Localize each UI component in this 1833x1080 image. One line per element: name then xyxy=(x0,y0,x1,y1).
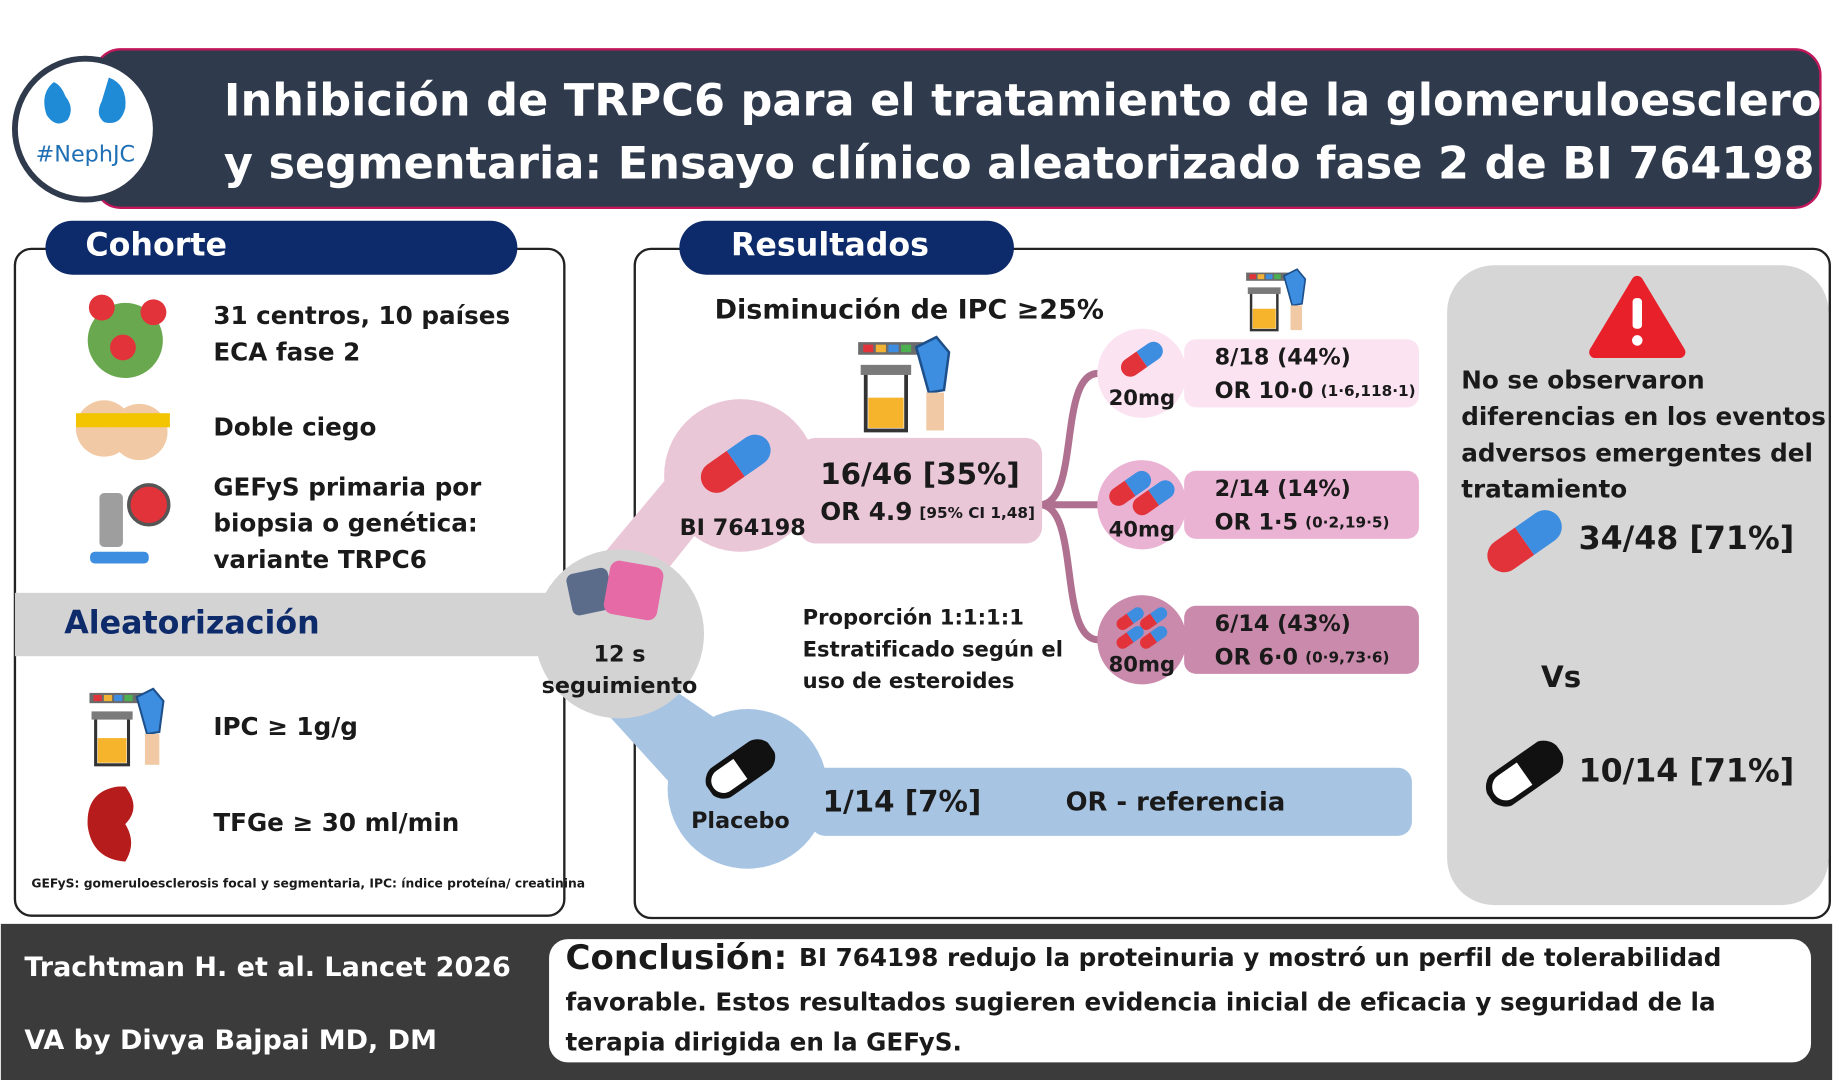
cohort-item: Doble ciego xyxy=(213,412,376,441)
safety-text: tratamiento xyxy=(1461,475,1627,504)
dice-icon xyxy=(603,560,664,621)
safety-text: adversos emergentes del xyxy=(1461,438,1813,467)
criteria: TFGe ≥ 30 ml/min xyxy=(213,808,459,837)
or: OR 1·5 xyxy=(1215,509,1298,535)
logo-text: #NephJC xyxy=(36,141,136,167)
conclusion-box xyxy=(549,939,1812,1063)
safety-drug: 34/48 [71%] xyxy=(1579,521,1795,557)
person-icon xyxy=(111,403,168,461)
urine-test-icon xyxy=(856,335,951,433)
dose-result: 8/18 (44%) xyxy=(1215,345,1351,371)
safety-text: diferencias en los eventos xyxy=(1461,402,1826,431)
ci: (0·9,73·6) xyxy=(1305,648,1389,666)
cohort-tab xyxy=(45,220,518,275)
urine-test-icon xyxy=(1244,268,1307,332)
dose-result-box xyxy=(1184,605,1419,674)
outcome-title: Disminución de IPC ≥25% xyxy=(715,295,1104,326)
title: y segmentaria: Ensayo clínico aleatoriza… xyxy=(224,138,1815,190)
ratio-text: Estratificado según el xyxy=(803,636,1063,661)
pin-icon xyxy=(140,299,167,326)
section-heading: Cohorte xyxy=(85,228,227,264)
dose-label: 80mg xyxy=(1109,652,1176,677)
cohort-item: biopsia o genética: xyxy=(213,509,477,538)
or: OR 10·0 xyxy=(1215,377,1314,403)
ci: (0·2,19·5) xyxy=(1305,513,1389,531)
dose-connector xyxy=(1039,369,1100,644)
arm-or: OR 4.9 [95% CI 1,48] xyxy=(820,497,1035,526)
criteria: IPC ≥ 1g/g xyxy=(213,712,358,741)
followup: seguimiento xyxy=(542,673,698,699)
pin-icon xyxy=(110,334,136,361)
drug-result-box xyxy=(799,437,1043,544)
kidney-icon xyxy=(44,82,71,124)
blindfold-icon xyxy=(75,413,170,428)
cohort-item: ECA fase 2 xyxy=(213,337,360,366)
versus: Vs xyxy=(1541,660,1581,694)
ratio-text: Proporción 1:1:1:1 xyxy=(803,605,1024,630)
arm-or: OR - referencia xyxy=(1066,787,1286,817)
conclusion-line: Conclusión: BI 764198 redujo la proteinur… xyxy=(566,938,1722,978)
conclusion-text: BI 764198 redujo la proteinuria y mostró… xyxy=(799,943,1721,972)
cohort-item: variante TRPC6 xyxy=(213,545,427,574)
title: Inhibición de TRPC6 para el tratamiento … xyxy=(224,74,1833,126)
arm-name: Placebo xyxy=(691,808,790,834)
dose-label: 20mg xyxy=(1109,385,1176,410)
dose-result: 2/14 (14%) xyxy=(1215,476,1351,502)
logo xyxy=(11,55,159,203)
dose-result-box xyxy=(1184,339,1419,408)
section-heading: Resultados xyxy=(731,228,929,264)
warning-mark xyxy=(1632,298,1642,329)
arm-result: 16/46 [35%] xyxy=(820,457,1020,491)
dose-or: OR 1·5 (0·2,19·5) xyxy=(1215,509,1390,535)
cohort-item: GEFyS primaria por xyxy=(213,472,482,501)
urine-test-icon xyxy=(87,687,165,767)
placebo-circle xyxy=(667,709,828,869)
ci: (1·6,118·1) xyxy=(1321,381,1416,399)
dose-or: OR 6·0 (0·9,73·6) xyxy=(1215,644,1390,670)
kidney-icon xyxy=(87,786,134,862)
kidney-icon xyxy=(98,77,126,124)
safety-placebo: 10/14 [71%] xyxy=(1579,753,1795,789)
arm-name: BI 764198 xyxy=(680,515,806,541)
placebo-result-box xyxy=(810,767,1412,836)
arm-result: 1/14 [7%] xyxy=(823,784,982,818)
microscope-icon xyxy=(90,551,149,564)
dose-list: 20mg 8/18 (44%) OR 10·0 (1·6,118·1) 40mg 2/14… xyxy=(1097,328,1419,685)
dose-result: 6/14 (43%) xyxy=(1215,611,1351,637)
cohort-item: 31 centros, 10 países xyxy=(213,301,510,330)
cell-icon xyxy=(127,483,171,527)
ci: [95% CI 1,48] xyxy=(919,504,1035,522)
conclusion-label: Conclusión: xyxy=(566,938,788,978)
randomization-band xyxy=(14,592,626,657)
conclusion-text: terapia dirigida en la GEFyS. xyxy=(566,1028,962,1057)
warning-mark xyxy=(1632,335,1643,346)
ratio-text: uso de esteroides xyxy=(803,668,1015,693)
conclusion-text: favorable. Estos resultados sugieren evi… xyxy=(566,988,1716,1017)
dose-result-box xyxy=(1184,470,1419,539)
randomization-label: Aleatorización xyxy=(64,606,319,642)
microscope-icon xyxy=(99,493,123,548)
footnote: GEFyS: gomeruloesclerosis focal y segmen… xyxy=(31,876,585,890)
dose-or: OR 10·0 (1·6,118·1) xyxy=(1215,377,1416,403)
safety-panel xyxy=(1447,265,1829,906)
dose-circle xyxy=(1097,328,1187,418)
or: OR 6·0 xyxy=(1215,644,1298,670)
followup: 12 s xyxy=(593,642,645,668)
citation: Trachtman H. et al. Lancet 2026 xyxy=(24,952,511,983)
safety-text: No se observaron xyxy=(1461,366,1705,395)
author: VA by Divya Bajpai MD, DM xyxy=(24,1025,437,1056)
dose-label: 40mg xyxy=(1109,517,1176,542)
dice-icon xyxy=(566,567,614,616)
or: OR 4.9 xyxy=(820,497,912,526)
results-tab xyxy=(679,220,1014,275)
pin-icon xyxy=(88,294,115,321)
